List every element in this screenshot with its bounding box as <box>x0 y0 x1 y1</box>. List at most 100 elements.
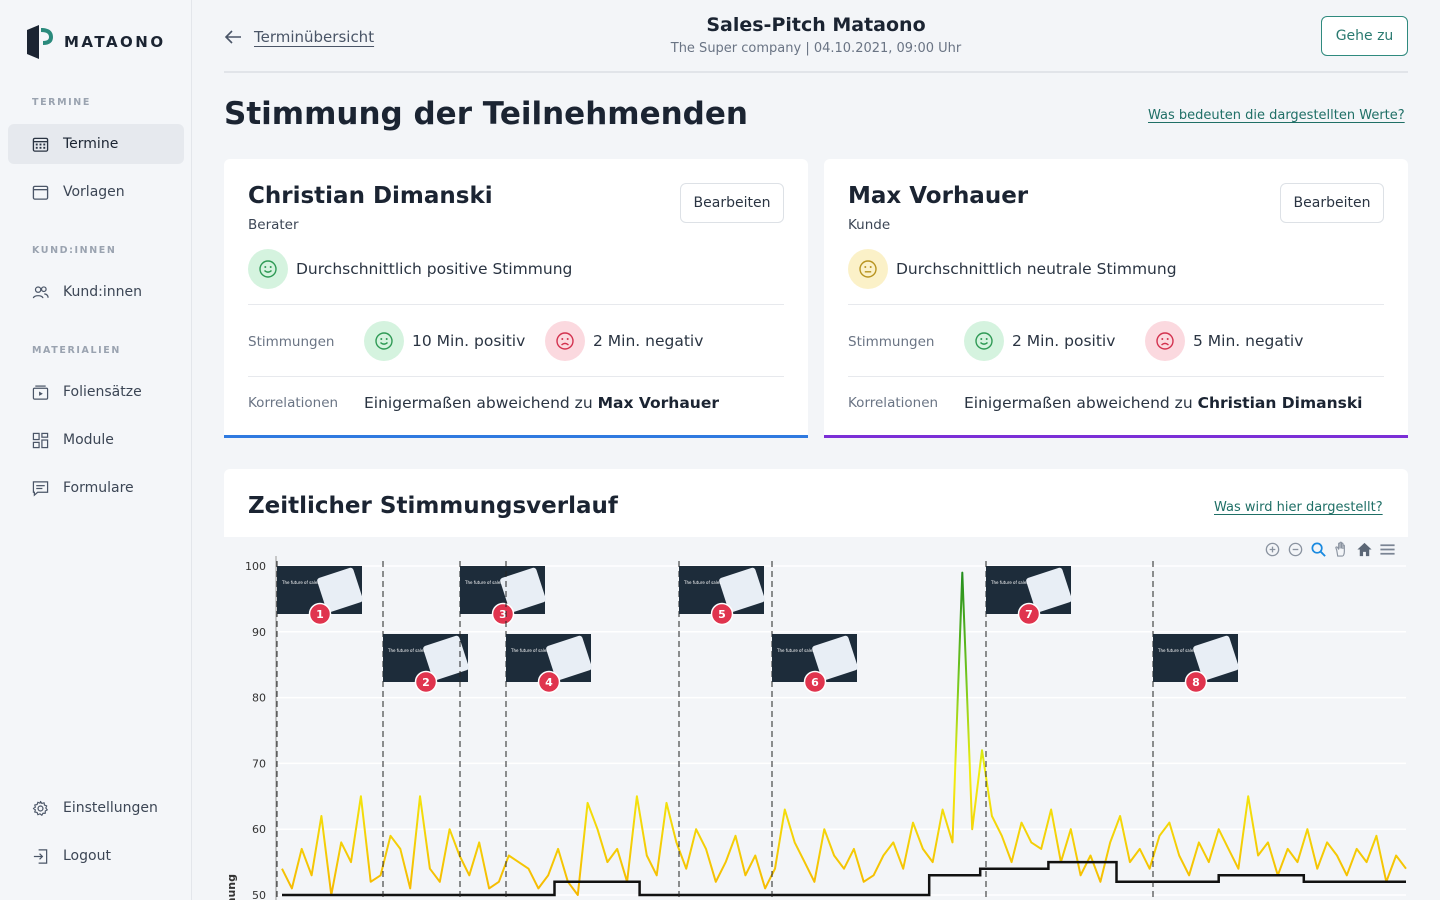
menu-icon[interactable] <box>1379 541 1396 558</box>
sidebar-item-module[interactable]: Module <box>8 420 184 460</box>
participant-name: Max Vorhauer <box>848 183 1029 209</box>
moods-label: Stimmungen <box>248 334 335 350</box>
slide-number-badge <box>1017 602 1041 626</box>
divider <box>848 304 1384 305</box>
edit-button[interactable]: Bearbeiten <box>1280 183 1384 223</box>
positive-duration: 2 Min. positiv <box>964 321 1115 361</box>
correlation-partner: Max Vorhauer <box>597 394 719 412</box>
slide-caption: The future of sales <box>990 580 1028 585</box>
negative-duration-text: 2 Min. negativ <box>593 332 704 350</box>
y-tick-label: 90 <box>252 626 266 639</box>
average-mood: Durchschnittlich positive Stimmung <box>248 249 572 289</box>
participant-role: Berater <box>248 217 299 233</box>
header-divider <box>224 71 1408 73</box>
edit-button[interactable]: Bearbeiten <box>680 183 784 223</box>
y-tick-label: 100 <box>245 560 266 573</box>
sidebar-item-label: Kund:innen <box>63 284 142 300</box>
negative-duration-text: 5 Min. negativ <box>1193 332 1304 350</box>
correlation-text: Einigermaßen abweichend zu Max Vorhauer <box>364 394 719 412</box>
slide-thumbnail-tablet <box>1026 567 1072 613</box>
sidebar-item-label: Termine <box>63 136 119 152</box>
nav-section-kundinnen: KUND:INNEN <box>32 245 117 256</box>
sidebar-item-einstellungen[interactable]: Einstellungen <box>8 788 184 828</box>
sidebar-item-label: Einstellungen <box>63 800 158 816</box>
average-mood: Durchschnittlich neutrale Stimmung <box>848 249 1177 289</box>
chart-toolbar <box>1264 541 1396 558</box>
modules-icon <box>32 432 49 448</box>
slide-caption: The future of sales <box>281 580 319 585</box>
zoom-out-icon[interactable] <box>1287 541 1304 558</box>
pan-hand-icon[interactable] <box>1333 541 1350 558</box>
positive-duration-text: 10 Min. positiv <box>412 332 526 350</box>
slide-number: 8 <box>1192 676 1200 689</box>
negative-duration: 2 Min. negativ <box>545 321 703 361</box>
values-help-link[interactable]: Was bedeuten die dargestellten Werte? <box>1148 108 1405 123</box>
magnifier-icon[interactable] <box>1310 541 1327 558</box>
participant-card: Max Vorhauer Kunde Bearbeiten Durchschni… <box>824 159 1408 438</box>
sidebar-item-label: Formulare <box>63 480 134 496</box>
mood-timeline-panel: Zeitlicher Stimmungsverlauf Was wird hie… <box>224 469 1408 900</box>
sidebar-item-formulare[interactable]: Formulare <box>8 468 184 508</box>
slide-thumbnail-tablet <box>423 635 469 681</box>
slide-number-badge <box>537 670 561 694</box>
slide-number: 5 <box>718 608 726 621</box>
correlation-partner: Christian Dimanski <box>1197 394 1363 412</box>
happy-face-icon <box>248 249 288 289</box>
slide-number-badge <box>491 602 515 626</box>
sidebar-item-foliensaetze[interactable]: Foliensätze <box>8 372 184 412</box>
meeting-subtitle: The Super company | 04.10.2021, 09:00 Uh… <box>670 41 962 56</box>
correlations-label: Korrelationen <box>248 395 339 411</box>
correlation-prefix: Einigermaßen abweichend zu <box>364 394 593 412</box>
sidebar-item-vorlagen[interactable]: Vorlagen <box>8 172 184 212</box>
brand-name: MATAONO <box>64 33 166 51</box>
participant-role: Kunde <box>848 217 891 233</box>
happy-face-icon <box>364 321 404 361</box>
slide-number: 2 <box>422 676 430 689</box>
participant-card: Christian Dimanski Berater Bearbeiten Du… <box>224 159 808 438</box>
slide-thumbnail-tablet <box>500 567 546 613</box>
positive-duration-text: 2 Min. positiv <box>1012 332 1116 350</box>
y-axis-label: mung <box>225 874 238 900</box>
participant-accent-bar <box>224 435 808 438</box>
brand-logo[interactable]: MATAONO <box>24 24 166 60</box>
calendar-icon <box>32 185 49 200</box>
chart-help-link[interactable]: Was wird hier dargestellt? <box>1214 500 1383 515</box>
sidebar-item-kundinnen[interactable]: Kund:innen <box>8 272 184 312</box>
sad-face-icon <box>545 321 585 361</box>
sidebar-item-termine[interactable]: Termine <box>8 124 184 164</box>
zoom-in-icon[interactable] <box>1264 541 1281 558</box>
slide-thumbnail-tablet <box>546 635 592 681</box>
slide-number-badge <box>803 670 827 694</box>
slide-caption: The future of sales <box>1157 648 1195 653</box>
sad-face-icon <box>1145 321 1185 361</box>
slide-thumbnail-tablet <box>719 567 765 613</box>
slide-number-badge <box>1184 670 1208 694</box>
mataono-logo-icon <box>27 25 53 59</box>
home-icon[interactable] <box>1356 541 1373 558</box>
divider <box>848 376 1384 377</box>
sidebar-item-label: Foliensätze <box>63 384 142 400</box>
sidebar-item-label: Vorlagen <box>63 184 125 200</box>
goto-button[interactable]: Gehe zu <box>1321 16 1408 56</box>
slide-number: 1 <box>316 608 324 621</box>
average-mood-text: Durchschnittlich neutrale Stimmung <box>896 260 1177 278</box>
slide-caption: The future of sales <box>387 648 425 653</box>
divider <box>248 376 784 377</box>
nav-section-materialien: MATERIALIEN <box>32 345 121 356</box>
y-tick-label: 50 <box>252 889 266 900</box>
mood-series-line <box>281 571 1407 896</box>
participant-accent-bar <box>824 435 1408 438</box>
chart-title: Zeitlicher Stimmungsverlauf <box>248 493 618 519</box>
nav-section-termine: TERMINE <box>32 97 91 108</box>
meeting-title: Sales-Pitch Mataono <box>706 14 926 36</box>
back-link[interactable]: Terminübersicht <box>224 28 374 46</box>
slide-number-badge <box>710 602 734 626</box>
y-tick-label: 70 <box>252 757 266 770</box>
negative-duration: 5 Min. negativ <box>1145 321 1303 361</box>
slide-thumbnail-tablet <box>1193 635 1239 681</box>
mood-timeline-chart: 100 90 80 70 60 50 mung The future of sales 1 The… <box>225 556 1407 900</box>
slide-caption: The future of sales <box>464 580 502 585</box>
slide-number-badge <box>308 602 332 626</box>
sidebar-item-logout[interactable]: Logout <box>8 836 184 876</box>
sidebar: MATAONO TERMINE Termine Vorlagen KUND:IN… <box>0 0 192 900</box>
